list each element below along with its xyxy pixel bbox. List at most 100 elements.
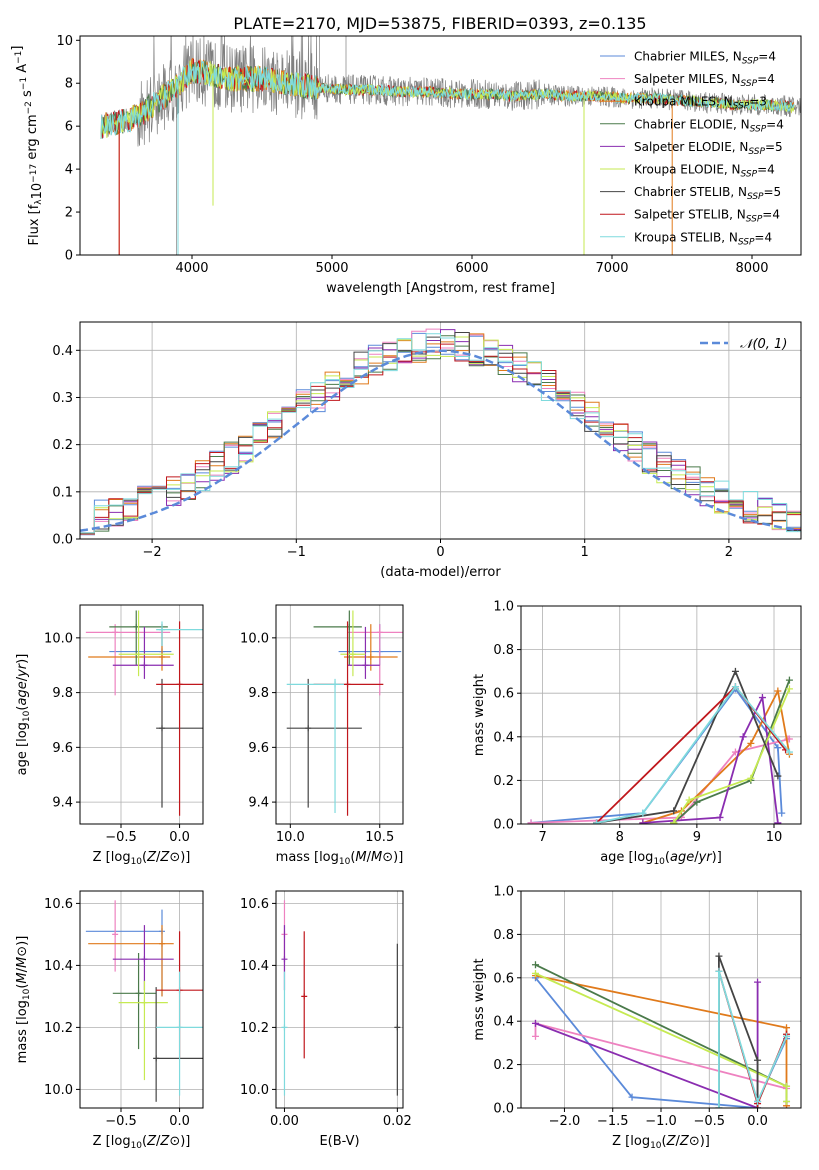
series-marker bbox=[783, 1032, 791, 1040]
errorbar-point bbox=[156, 971, 203, 1096]
y-tick-label: 9.8 bbox=[248, 686, 269, 701]
x-axis-label: E(B-V) bbox=[319, 1134, 359, 1149]
series-marker bbox=[785, 685, 793, 693]
y-tick-label: 10.0 bbox=[44, 631, 73, 646]
point-marker bbox=[159, 626, 165, 633]
legend: Chabrier MILES, NSSP=4 Salpeter MILES, NS… bbox=[600, 50, 784, 247]
x-tick-label: 2 bbox=[725, 545, 733, 560]
y-tick-label: 0.2 bbox=[493, 1058, 514, 1073]
legend-label: 𝒩(0, 1) bbox=[740, 337, 787, 352]
axes-frame bbox=[275, 890, 404, 1109]
y-tick-label: 0.4 bbox=[52, 344, 73, 359]
normal-curve bbox=[80, 349, 799, 532]
legend-label-sub: SSP bbox=[746, 215, 763, 225]
legend-label-n: =5 bbox=[765, 140, 783, 154]
x-tick-label: −1 bbox=[287, 545, 306, 560]
point-marker bbox=[394, 1024, 401, 1031]
point-marker bbox=[176, 681, 183, 688]
legend-item: Salpeter STELIB, NSSP=4 bbox=[600, 208, 780, 225]
series-line bbox=[531, 978, 762, 1108]
series-marker bbox=[731, 667, 739, 675]
series-marker bbox=[639, 819, 647, 824]
point-marker bbox=[159, 654, 165, 661]
x-tick-label: 1 bbox=[581, 545, 589, 560]
y-tick-label: 1.0 bbox=[493, 600, 514, 615]
y-axis-label: Flux [fλ10−17 erg cm−2 s−1 A−1] bbox=[10, 46, 45, 246]
x-tick-label: 8 bbox=[616, 830, 624, 845]
legend-label: Chabrier MILES, NSSP=4 bbox=[634, 50, 776, 67]
axes-frame bbox=[520, 605, 802, 825]
x-tick-label: 5000 bbox=[315, 261, 348, 276]
y-axis-label: mass weight bbox=[472, 958, 487, 1040]
errorbar-point bbox=[88, 925, 174, 997]
x-axis-label: wavelength [Angstrom, rest frame] bbox=[326, 281, 555, 296]
x-tick-label: −0.5 bbox=[693, 1114, 725, 1129]
legend-item: Kroupa STELIB, NSSP=4 bbox=[600, 230, 772, 247]
series-path bbox=[596, 669, 779, 824]
series-marker bbox=[685, 796, 693, 804]
y-tick-label: 4 bbox=[65, 163, 73, 178]
errorbar-point bbox=[281, 971, 288, 1096]
y-tick-label: 10.2 bbox=[44, 1021, 73, 1036]
errorbar-point bbox=[347, 624, 403, 696]
point-marker bbox=[141, 999, 148, 1006]
point-marker bbox=[281, 1024, 288, 1031]
point-marker bbox=[332, 681, 339, 688]
plot-area bbox=[521, 891, 801, 1108]
legend-label-sub: SSP bbox=[742, 57, 759, 67]
x-axis-label: (data-model)/error bbox=[380, 565, 501, 580]
y-tick-label: 0.3 bbox=[52, 391, 73, 406]
y-tick-label: 9.4 bbox=[248, 796, 269, 811]
plot-area bbox=[521, 606, 801, 824]
point-marker bbox=[349, 651, 356, 658]
series-marker bbox=[778, 809, 786, 817]
legend-label-base: Chabrier STELIB, N bbox=[634, 185, 747, 199]
y-tick-label: 0.2 bbox=[493, 774, 514, 789]
y-tick-label: 6 bbox=[65, 120, 73, 135]
legend-item: Chabrier ELODIE, NSSP=4 bbox=[600, 117, 784, 134]
legend-label-sub: SSP bbox=[741, 170, 758, 180]
errorbar-point bbox=[301, 931, 308, 1059]
series-path bbox=[596, 685, 791, 824]
legend-label: Salpeter MILES, NSSP=4 bbox=[634, 72, 775, 89]
legend-item: Chabrier MILES, NSSP=4 bbox=[600, 50, 776, 67]
errorbar-point bbox=[85, 909, 165, 997]
point-marker bbox=[112, 629, 119, 636]
x-tick-label: −0.5 bbox=[105, 1114, 137, 1129]
series-line bbox=[527, 735, 793, 824]
legend-label: Chabrier STELIB, NSSP=5 bbox=[634, 185, 781, 202]
y-tick-label: 0.6 bbox=[493, 687, 514, 702]
legend-label-base: Kroupa ELODIE, N bbox=[634, 163, 741, 177]
x-tick-label: 0.0 bbox=[169, 1114, 190, 1129]
series-marker bbox=[670, 819, 678, 824]
series-marker bbox=[783, 1097, 791, 1105]
x-axis-label: Z [log10(Z/Z⊙)] bbox=[93, 850, 191, 867]
point-marker bbox=[305, 725, 312, 732]
legend-item: Kroupa MILES, NSSP=3 bbox=[600, 95, 767, 112]
series-marker bbox=[774, 819, 782, 824]
point-marker bbox=[141, 662, 148, 669]
series-line bbox=[531, 969, 791, 1105]
errorbar-point bbox=[156, 621, 203, 816]
legend-label-n: =4 bbox=[754, 230, 772, 244]
series-marker bbox=[731, 748, 739, 756]
series-marker bbox=[531, 961, 539, 969]
point-marker bbox=[301, 993, 308, 1000]
x-tick-label: 0 bbox=[436, 545, 444, 560]
errorbar-point bbox=[112, 953, 157, 1050]
legend-label: Salpeter STELIB, NSSP=4 bbox=[634, 208, 780, 225]
legend-label-n: =4 bbox=[766, 117, 784, 131]
x-axis-label: age [log10(age/yr)] bbox=[600, 850, 722, 867]
series-marker bbox=[774, 772, 782, 780]
series-path bbox=[642, 694, 779, 824]
series-marker bbox=[754, 978, 762, 986]
y-tick-label: 10 bbox=[56, 34, 73, 49]
errorbar-point bbox=[286, 678, 344, 814]
y-tick-label: 0.0 bbox=[493, 1102, 514, 1117]
y-tick-label: 10.0 bbox=[240, 1083, 269, 1098]
x-tick-label: −1.0 bbox=[645, 1114, 677, 1129]
legend-label-n: =4 bbox=[758, 50, 776, 64]
x-tick-label: 10 bbox=[766, 830, 783, 845]
y-tick-label: 2 bbox=[65, 206, 73, 221]
